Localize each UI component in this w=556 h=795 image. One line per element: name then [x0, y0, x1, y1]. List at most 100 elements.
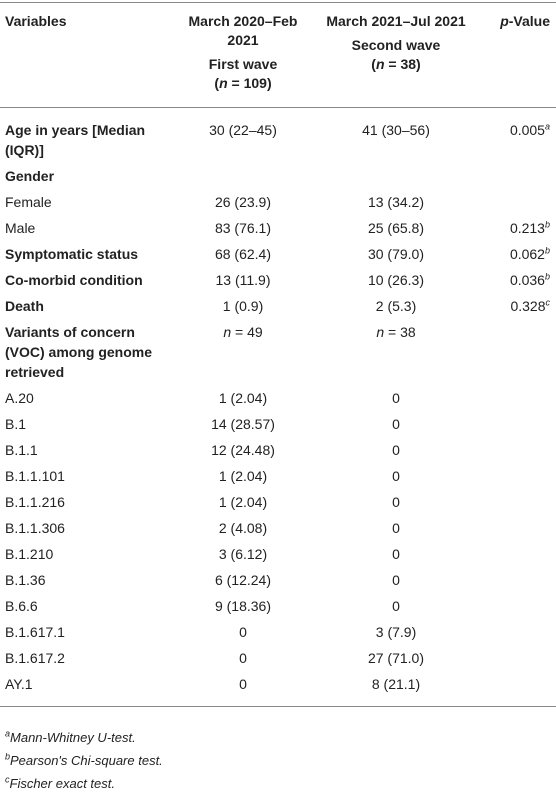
table-row: B.1.1 12 (24.48) 0 — [0, 437, 556, 463]
table-row: Gender — [0, 163, 556, 189]
cell — [484, 385, 556, 411]
cell: 0 — [178, 619, 308, 645]
cell — [308, 163, 484, 189]
cell: B.1.617.1 — [0, 619, 178, 645]
results-table: Variables March 2020–Feb 2021 First wave… — [0, 2, 556, 707]
cell-value: 0 — [239, 624, 247, 640]
cell: 1 (0.9) — [178, 293, 308, 319]
variable-label: B.1.617.2 — [5, 650, 65, 666]
footnote: aMann-Whitney U-test. — [5, 726, 163, 749]
variable-label: Gender — [5, 168, 55, 184]
cell: 0 — [178, 645, 308, 671]
table-row: B.1.1.101 1 (2.04) 0 — [0, 463, 556, 489]
cell: n = 49 — [178, 319, 308, 385]
cell — [178, 163, 308, 189]
cell: 0 — [308, 385, 484, 411]
cell — [484, 437, 556, 463]
variable-label: AY.1 — [5, 676, 33, 692]
cell: 0 — [178, 671, 308, 707]
cell: 68 (62.4) — [178, 241, 308, 267]
cell-value: 3 (7.9) — [375, 624, 417, 640]
table-row: Male 83 (76.1) 25 (65.8) 0.213b — [0, 215, 556, 241]
footnote-text: Fischer exact test. — [9, 776, 115, 791]
table-row: Variants of concern (VOC) among genome r… — [0, 319, 556, 385]
cell-value: 0 — [392, 572, 400, 588]
cell-value: 26 (23.9) — [214, 194, 272, 210]
footnote: bPearson's Chi-square test. — [5, 749, 163, 772]
table-row: AY.1 0 8 (21.1) — [0, 671, 556, 707]
table-row: B.1.36 6 (12.24) 0 — [0, 567, 556, 593]
cell: 1 (2.04) — [178, 385, 308, 411]
variable-label: B.1.36 — [5, 572, 46, 588]
cell: 0.328c — [484, 293, 556, 319]
cell: 8 (21.1) — [308, 671, 484, 707]
p-value: 0.062 — [509, 246, 545, 262]
header-cell: p-Value — [484, 2, 556, 108]
footnote-ref: b — [544, 219, 550, 230]
cell: 25 (65.8) — [308, 215, 484, 241]
cell: 0 — [308, 437, 484, 463]
cell: 3 (7.9) — [308, 619, 484, 645]
cell-value: 83 (76.1) — [214, 220, 272, 236]
cell — [484, 515, 556, 541]
table-row: Female 26 (23.9) 13 (34.2) — [0, 189, 556, 215]
cell-value: 41 (30–56) — [362, 122, 430, 138]
table-row: Death 1 (0.9) 2 (5.3) 0.328c — [0, 293, 556, 319]
cell: 0 — [308, 489, 484, 515]
cell: 0.213b — [484, 215, 556, 241]
cell-value: 3 (6.12) — [218, 546, 268, 562]
cell: Co-morbid condition — [0, 267, 178, 293]
cell — [484, 645, 556, 671]
cell: 0 — [308, 593, 484, 619]
table-header: Variables March 2020–Feb 2021 First wave… — [0, 2, 556, 108]
cell: Age in years [Median (IQR)] — [0, 108, 178, 164]
cell: 6 (12.24) — [178, 567, 308, 593]
variable-label: Symptomatic status — [5, 246, 139, 262]
footnote-mark: a — [5, 728, 11, 739]
footnote: cFischer exact test. — [5, 772, 163, 795]
cell-value: n = 49 — [223, 324, 263, 340]
cell: 0 — [308, 463, 484, 489]
variable-label: B.1.1.216 — [5, 494, 65, 510]
p-value: 0.213 — [509, 220, 545, 236]
cell: 2 (5.3) — [308, 293, 484, 319]
table-body: Age in years [Median (IQR)] 30 (22–45) 41 … — [0, 108, 556, 707]
cell: 3 (6.12) — [178, 541, 308, 567]
header-cell: March 2021–Jul 2021 Second wave (n = 38) — [308, 2, 484, 108]
variable-label: Co-morbid condition — [5, 272, 143, 288]
variable-label: B.1.1.306 — [5, 520, 65, 536]
cell — [484, 189, 556, 215]
cell: 0 — [308, 541, 484, 567]
cell: 0 — [308, 567, 484, 593]
cell: B.1.36 — [0, 567, 178, 593]
footnote-mark: b — [5, 751, 11, 762]
cell: B.6.6 — [0, 593, 178, 619]
cell: Symptomatic status — [0, 241, 178, 267]
cell-value: 13 (34.2) — [367, 194, 425, 210]
variable-label: A.20 — [5, 390, 34, 406]
footnote-ref: b — [544, 245, 550, 256]
cell-value: 0 — [239, 650, 247, 666]
header-text: March 2021–Jul 2021 — [326, 13, 466, 29]
cell-value: 0 — [392, 598, 400, 614]
variable-label: Variants of concern (VOC) among genome r… — [5, 324, 153, 380]
header-text: Second wave — [351, 37, 441, 53]
cell: Female — [0, 189, 178, 215]
table-row: B.1.210 3 (6.12) 0 — [0, 541, 556, 567]
cell-value: 12 (24.48) — [211, 442, 275, 458]
table-row: B.6.6 9 (18.36) 0 — [0, 593, 556, 619]
cell: B.1.1 — [0, 437, 178, 463]
p-value: 0.328 — [510, 298, 546, 314]
cell-value: 1 (2.04) — [218, 390, 268, 406]
variable-label: B.1.617.1 — [5, 624, 65, 640]
variable-label: Male — [5, 220, 36, 236]
cell — [484, 319, 556, 385]
footnote-ref: b — [544, 271, 550, 282]
cell: 10 (26.3) — [308, 267, 484, 293]
cell-value: n = 38 — [376, 324, 416, 340]
header-cell: March 2020–Feb 2021 First wave (n = 109) — [178, 2, 308, 108]
cell — [484, 411, 556, 437]
cell-value: 2 (4.08) — [218, 520, 268, 536]
cell-value: 0 — [392, 520, 400, 536]
